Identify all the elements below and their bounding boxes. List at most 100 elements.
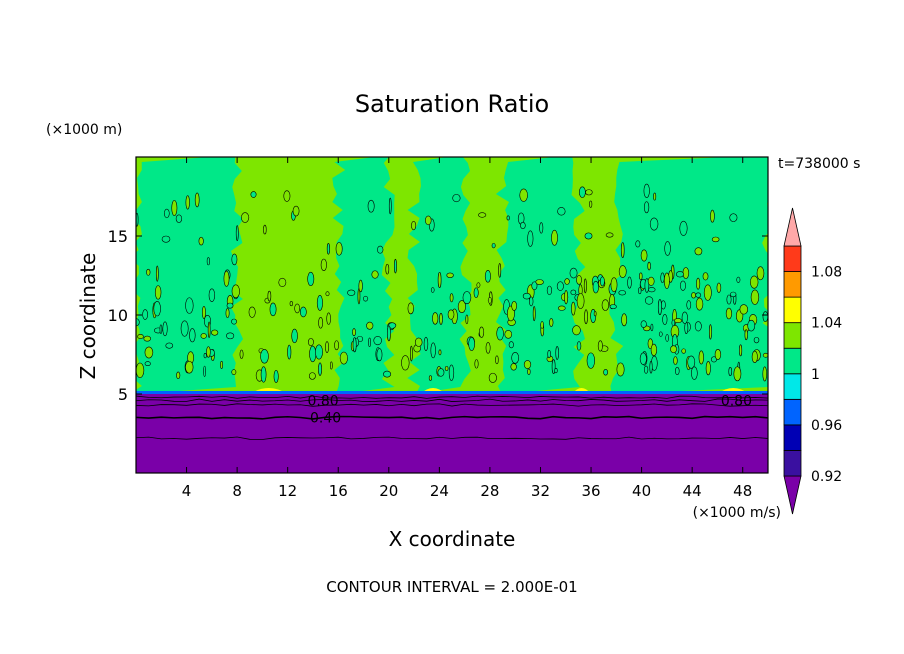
contour-blob: [729, 213, 738, 222]
contour-blob: [519, 188, 528, 202]
colorbar-level: [783, 373, 802, 400]
contour-blob: [394, 258, 397, 274]
contour-blob: [627, 276, 632, 289]
contour-blob: [428, 375, 433, 381]
colorbar-label: 1.08: [811, 265, 842, 281]
contour-blob: [635, 240, 641, 248]
contour-blob: [531, 281, 538, 291]
contour-blob: [750, 289, 760, 305]
contour-blob: [739, 344, 743, 357]
contour-blob: [447, 309, 455, 320]
contour-blob: [144, 346, 154, 359]
contour-blob: [576, 275, 582, 285]
contour-blob: [506, 215, 510, 221]
contour-blob: [529, 296, 534, 307]
y-tick-label: 5: [118, 385, 128, 404]
contour-blob: [564, 278, 570, 285]
contour-blob: [605, 232, 614, 238]
contour-blob: [326, 312, 331, 325]
contour-blob: [681, 348, 686, 354]
contour-blob: [644, 296, 654, 305]
contour-blob: [388, 197, 392, 215]
contour-blob: [189, 328, 196, 343]
contour-blob: [584, 232, 593, 240]
x-tick-label: 4: [182, 482, 192, 500]
contour-blob: [695, 297, 704, 311]
contour-blob: [487, 297, 492, 304]
contour-blob: [753, 336, 760, 344]
contour-blob: [593, 311, 597, 317]
contour-blob: [643, 201, 650, 214]
contour-blob: [335, 242, 343, 256]
contour-blob: [439, 312, 443, 325]
contour-blob: [665, 334, 670, 342]
contour-blob: [592, 280, 599, 294]
contour-blob: [675, 271, 684, 278]
contour-blob: [511, 352, 520, 364]
contour-blob: [647, 287, 656, 293]
contour-interval-note: CONTOUR INTERVAL = 2.000E-01: [326, 578, 577, 596]
colorbar-level: [783, 450, 802, 477]
contour-blob: [425, 215, 432, 226]
contour-blob: [448, 364, 455, 381]
contour-blob: [207, 321, 211, 338]
contour-blob: [283, 190, 291, 202]
contour-blob: [452, 194, 461, 203]
contour-blob: [231, 253, 238, 266]
contour-blob: [154, 285, 162, 300]
contour-blob: [368, 337, 371, 348]
colorbar-high-arrow: [783, 207, 802, 247]
contour-blob: [523, 360, 532, 369]
contour-blob: [603, 368, 608, 376]
colorbar-level: [783, 322, 802, 349]
contour-blob: [176, 371, 181, 380]
cloud-contour-speckle: [136, 183, 768, 383]
contour-blob: [522, 292, 531, 300]
contour-blob: [194, 192, 200, 208]
contour-blob: [248, 306, 256, 318]
contour-blob: [476, 282, 481, 288]
contour-blob: [278, 277, 287, 287]
contour-line: [136, 436, 768, 440]
contour-blob: [410, 345, 413, 362]
contour-blob: [241, 212, 250, 223]
contour-blob: [639, 352, 647, 365]
contour-blob: [211, 329, 219, 336]
contour-blob: [446, 272, 454, 278]
contour-blob: [438, 349, 442, 356]
x-tick-label: 12: [278, 482, 297, 500]
contour-blob: [289, 301, 293, 307]
contour-label: 0.80: [307, 393, 338, 409]
contour-blob: [330, 361, 333, 370]
contour-blob: [572, 325, 581, 336]
contour-blob: [250, 191, 257, 198]
contour-blob: [373, 336, 382, 346]
contour-blob: [584, 309, 588, 325]
contour-blob: [267, 290, 272, 302]
contour-blob: [235, 225, 239, 241]
contour-blob: [231, 369, 237, 376]
contour-blob: [198, 236, 204, 246]
colorbar: 0.92 0.96 1 1.04 1.08: [783, 207, 842, 515]
colorbar-level: [783, 398, 802, 426]
contour-blob: [586, 352, 596, 369]
contour-blob: [511, 301, 517, 311]
contour-blob: [292, 205, 300, 217]
contour-blob: [557, 305, 566, 311]
colorbar-level: [783, 347, 802, 375]
contour-blob: [220, 360, 224, 369]
contour-blob: [318, 317, 324, 329]
contour-blob: [601, 299, 610, 311]
contour-blob: [208, 288, 216, 303]
contour-blob: [294, 303, 301, 314]
contour-blob: [670, 345, 678, 354]
contour-blob: [414, 337, 423, 347]
x-tick-label: 40: [632, 482, 651, 500]
contour-blob: [202, 305, 206, 319]
y-tick-label: 10: [108, 306, 128, 325]
x-tick-label: 44: [683, 482, 702, 500]
contour-blob: [432, 312, 439, 325]
y-axis-title: Z coordinate: [76, 253, 100, 380]
contour-blob: [366, 321, 374, 330]
contour-blob: [551, 229, 558, 246]
